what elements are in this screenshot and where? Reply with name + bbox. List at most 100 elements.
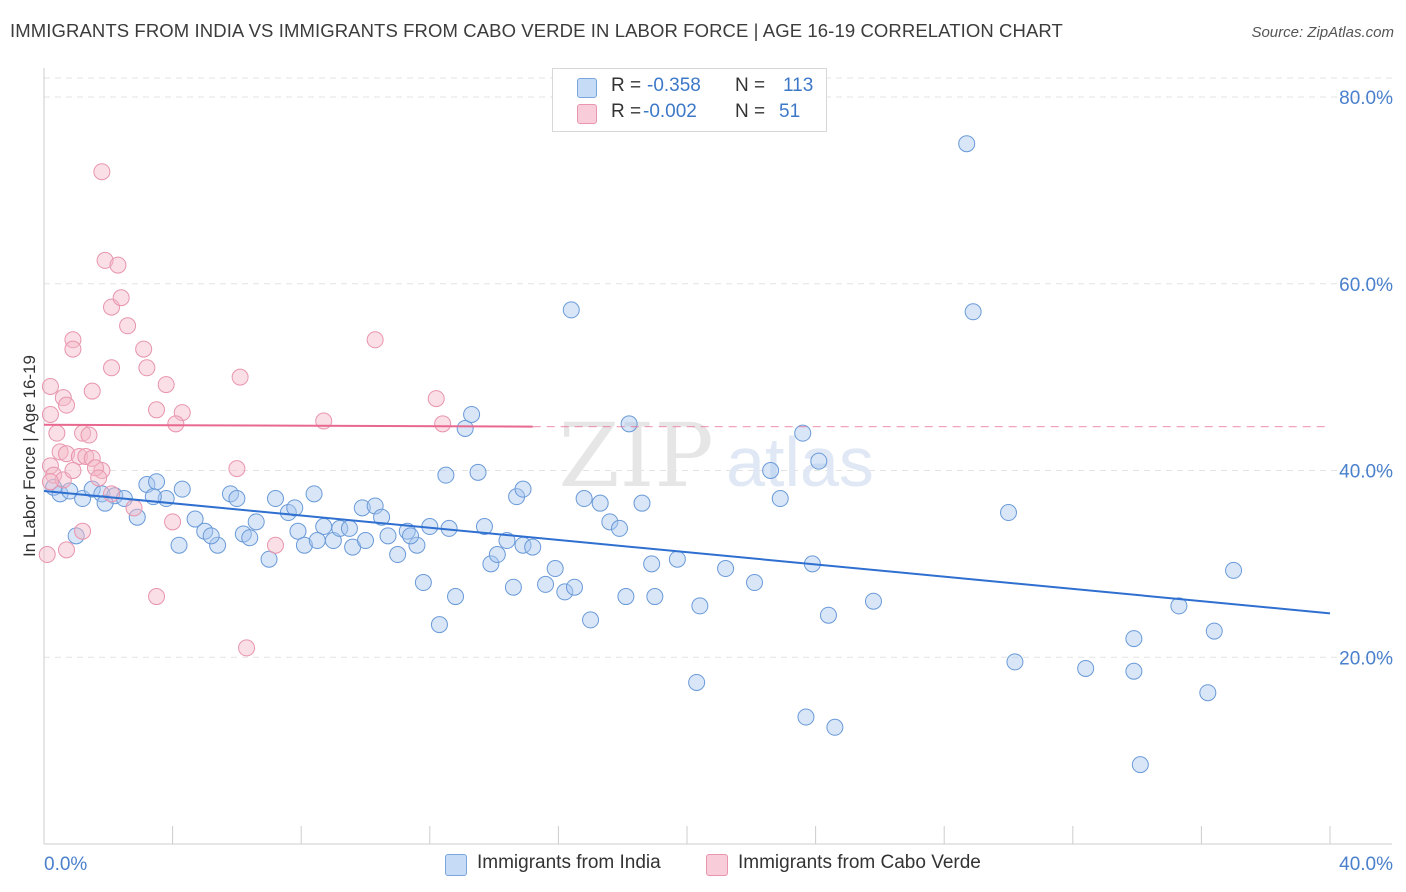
r-value: -0.002 (643, 101, 697, 122)
legend-swatch-india (445, 854, 467, 876)
x-tick-label: 0.0% (44, 854, 87, 875)
point-india (691, 597, 709, 615)
legend-label-cabo-verde: Immigrants from Cabo Verde (738, 852, 981, 873)
point-cabo-verde (86, 459, 104, 477)
point-india (379, 527, 397, 545)
y-tick-label: 20.0% (1339, 648, 1393, 669)
point-cabo-verde (434, 415, 452, 433)
n-value: 113 (783, 75, 814, 96)
point-india (668, 550, 686, 568)
point-cabo-verde (48, 424, 66, 442)
point-cabo-verde (167, 415, 185, 433)
legend-label-india: Immigrants from India (477, 852, 661, 873)
series-legend: Immigrants from India Immigrants from Ca… (0, 850, 1406, 880)
point-india (463, 405, 481, 423)
point-india (582, 611, 600, 629)
point-cabo-verde (164, 513, 182, 531)
point-india (295, 536, 313, 554)
trend-line-india (43, 490, 1331, 615)
point-india (819, 606, 837, 624)
point-india (797, 708, 815, 726)
point-india (958, 135, 976, 153)
point-india (469, 463, 487, 481)
point-cabo-verde (38, 546, 56, 564)
point-cabo-verde (366, 331, 384, 349)
point-india (762, 462, 780, 479)
point-india (331, 519, 349, 537)
trend-line-cabo-verde (43, 423, 533, 428)
point-india (1125, 662, 1143, 680)
point-india (864, 592, 882, 610)
point-cabo-verde (228, 460, 246, 478)
point-india (1000, 504, 1017, 522)
x-tick-label: 40.0% (1339, 854, 1393, 875)
point-india (556, 583, 574, 601)
point-india (537, 575, 555, 593)
point-cabo-verde (266, 536, 284, 554)
point-india (353, 499, 371, 517)
point-india (488, 546, 506, 564)
point-cabo-verde (90, 469, 108, 487)
point-india (688, 673, 706, 691)
point-cabo-verde (238, 639, 256, 657)
tick-labels: 20.0% 40.0% 60.0% 80.0% 0.0% 40.0% (44, 88, 1393, 875)
source-label: Source: ZipAtlas.com (1251, 24, 1394, 41)
trend-lines (43, 423, 1331, 615)
point-cabo-verde (119, 317, 137, 335)
point-india (1199, 684, 1217, 702)
point-india (170, 536, 188, 554)
point-india (308, 532, 326, 550)
point-india (498, 532, 516, 550)
point-india (546, 560, 564, 578)
watermark: ZIP atlas (558, 404, 874, 507)
point-cabo-verde (231, 368, 249, 386)
point-india (794, 424, 812, 442)
point-india (241, 529, 259, 547)
point-india (373, 508, 391, 526)
point-cabo-verde (103, 359, 121, 377)
r-label: R = (611, 101, 642, 122)
point-india (562, 301, 580, 319)
y-tick-label: 40.0% (1339, 462, 1393, 483)
point-india (643, 555, 661, 573)
point-cabo-verde (148, 588, 166, 606)
point-india (437, 466, 455, 484)
point-india (389, 546, 407, 564)
legend-swatch-india (577, 78, 597, 98)
point-india (96, 494, 114, 512)
point-cabo-verde (125, 499, 143, 517)
point-india (228, 490, 246, 508)
point-cabo-verde (135, 340, 153, 358)
watermark-atlas: atlas (726, 423, 874, 501)
point-india (289, 522, 307, 540)
point-cabo-verde (58, 445, 76, 463)
point-india (209, 536, 227, 554)
point-india (746, 574, 764, 592)
point-india (514, 480, 532, 498)
point-cabo-verde (148, 401, 166, 419)
point-india (610, 519, 628, 537)
point-cabo-verde (58, 396, 76, 414)
series-india-points (45, 135, 1243, 774)
point-cabo-verde (64, 462, 82, 479)
point-india (456, 419, 474, 437)
point-india (717, 560, 735, 578)
y-tick-label: 80.0% (1339, 88, 1393, 109)
point-india (810, 452, 828, 470)
point-india (357, 532, 374, 550)
correlation-legend: R = -0.358 N = 113 R = -0.002 N = 51 (552, 68, 827, 132)
r-label: R = (611, 75, 642, 96)
point-cabo-verde (64, 340, 82, 358)
point-cabo-verde (58, 541, 76, 559)
point-india (260, 550, 278, 568)
point-india (414, 574, 432, 592)
point-india (202, 527, 220, 545)
point-cabo-verde (83, 449, 101, 467)
r-value: -0.358 (647, 75, 701, 96)
point-cabo-verde (103, 485, 121, 503)
point-cabo-verde (109, 256, 127, 274)
point-india (447, 588, 465, 606)
series-cabo-verde-points (38, 163, 452, 657)
point-india (1006, 653, 1024, 671)
